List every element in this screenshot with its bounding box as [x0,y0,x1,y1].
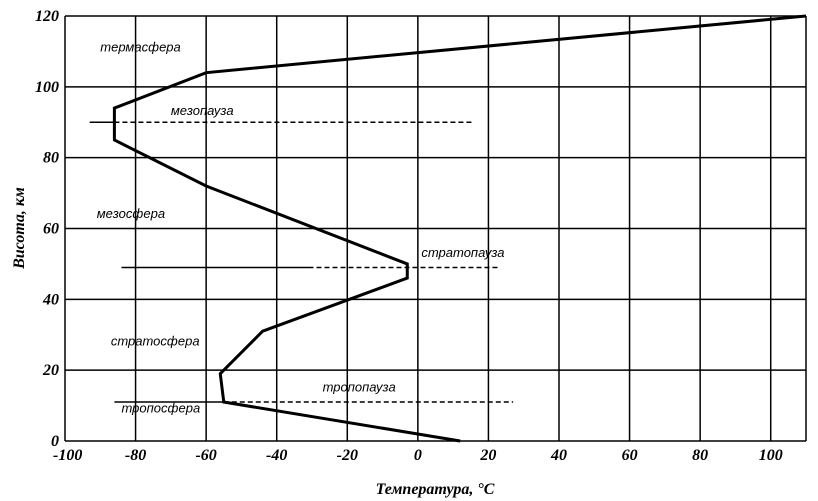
annotation-label: стратосфера [111,333,200,348]
x-tick-label: -40 [266,447,287,464]
grid-lines [64,15,807,442]
y-tick-label: 100 [35,79,59,96]
x-tick-label: -100 [53,447,82,464]
x-tick-label: -80 [125,447,146,464]
annotation-label: тропопауза [323,379,396,394]
x-tick-label: 0 [414,447,422,464]
temperature-profile-line [112,14,807,443]
y-axis-label: Висота, км [11,187,28,270]
y-tick-label: 0 [51,433,59,450]
x-tick-label: -60 [195,447,216,464]
annotation-label: тропосфера [121,401,200,416]
y-tick-label: 80 [43,150,59,167]
y-tick-label: 40 [42,291,59,308]
series-group [112,14,807,443]
x-tick-label: -20 [337,447,358,464]
x-tick-label: 40 [550,447,567,464]
annotation-label: мезопауза [171,103,234,118]
annotations: термасфера мезопауза мезосфера стратопауза с… [97,39,505,415]
y-tick-labels: 0 20 40 60 80 100 120 [35,8,59,450]
annotation-label: термасфера [100,39,180,54]
y-tick-label: 20 [42,362,59,379]
x-axis-label: Температура, °C [376,481,495,498]
y-tick-label: 60 [43,221,59,238]
annotation-label: мезосфера [97,206,165,221]
x-tick-label: 100 [759,447,783,464]
reference-lines [89,121,514,403]
x-tick-label: 20 [479,447,496,464]
x-tick-label: 60 [622,447,638,464]
x-tick-label: 80 [692,447,708,464]
annotation-label: стратопауза [421,245,504,260]
x-tick-labels: -100 -80 -60 -40 -20 0 20 40 60 80 100 [53,447,783,464]
y-tick-label: 120 [35,8,59,25]
